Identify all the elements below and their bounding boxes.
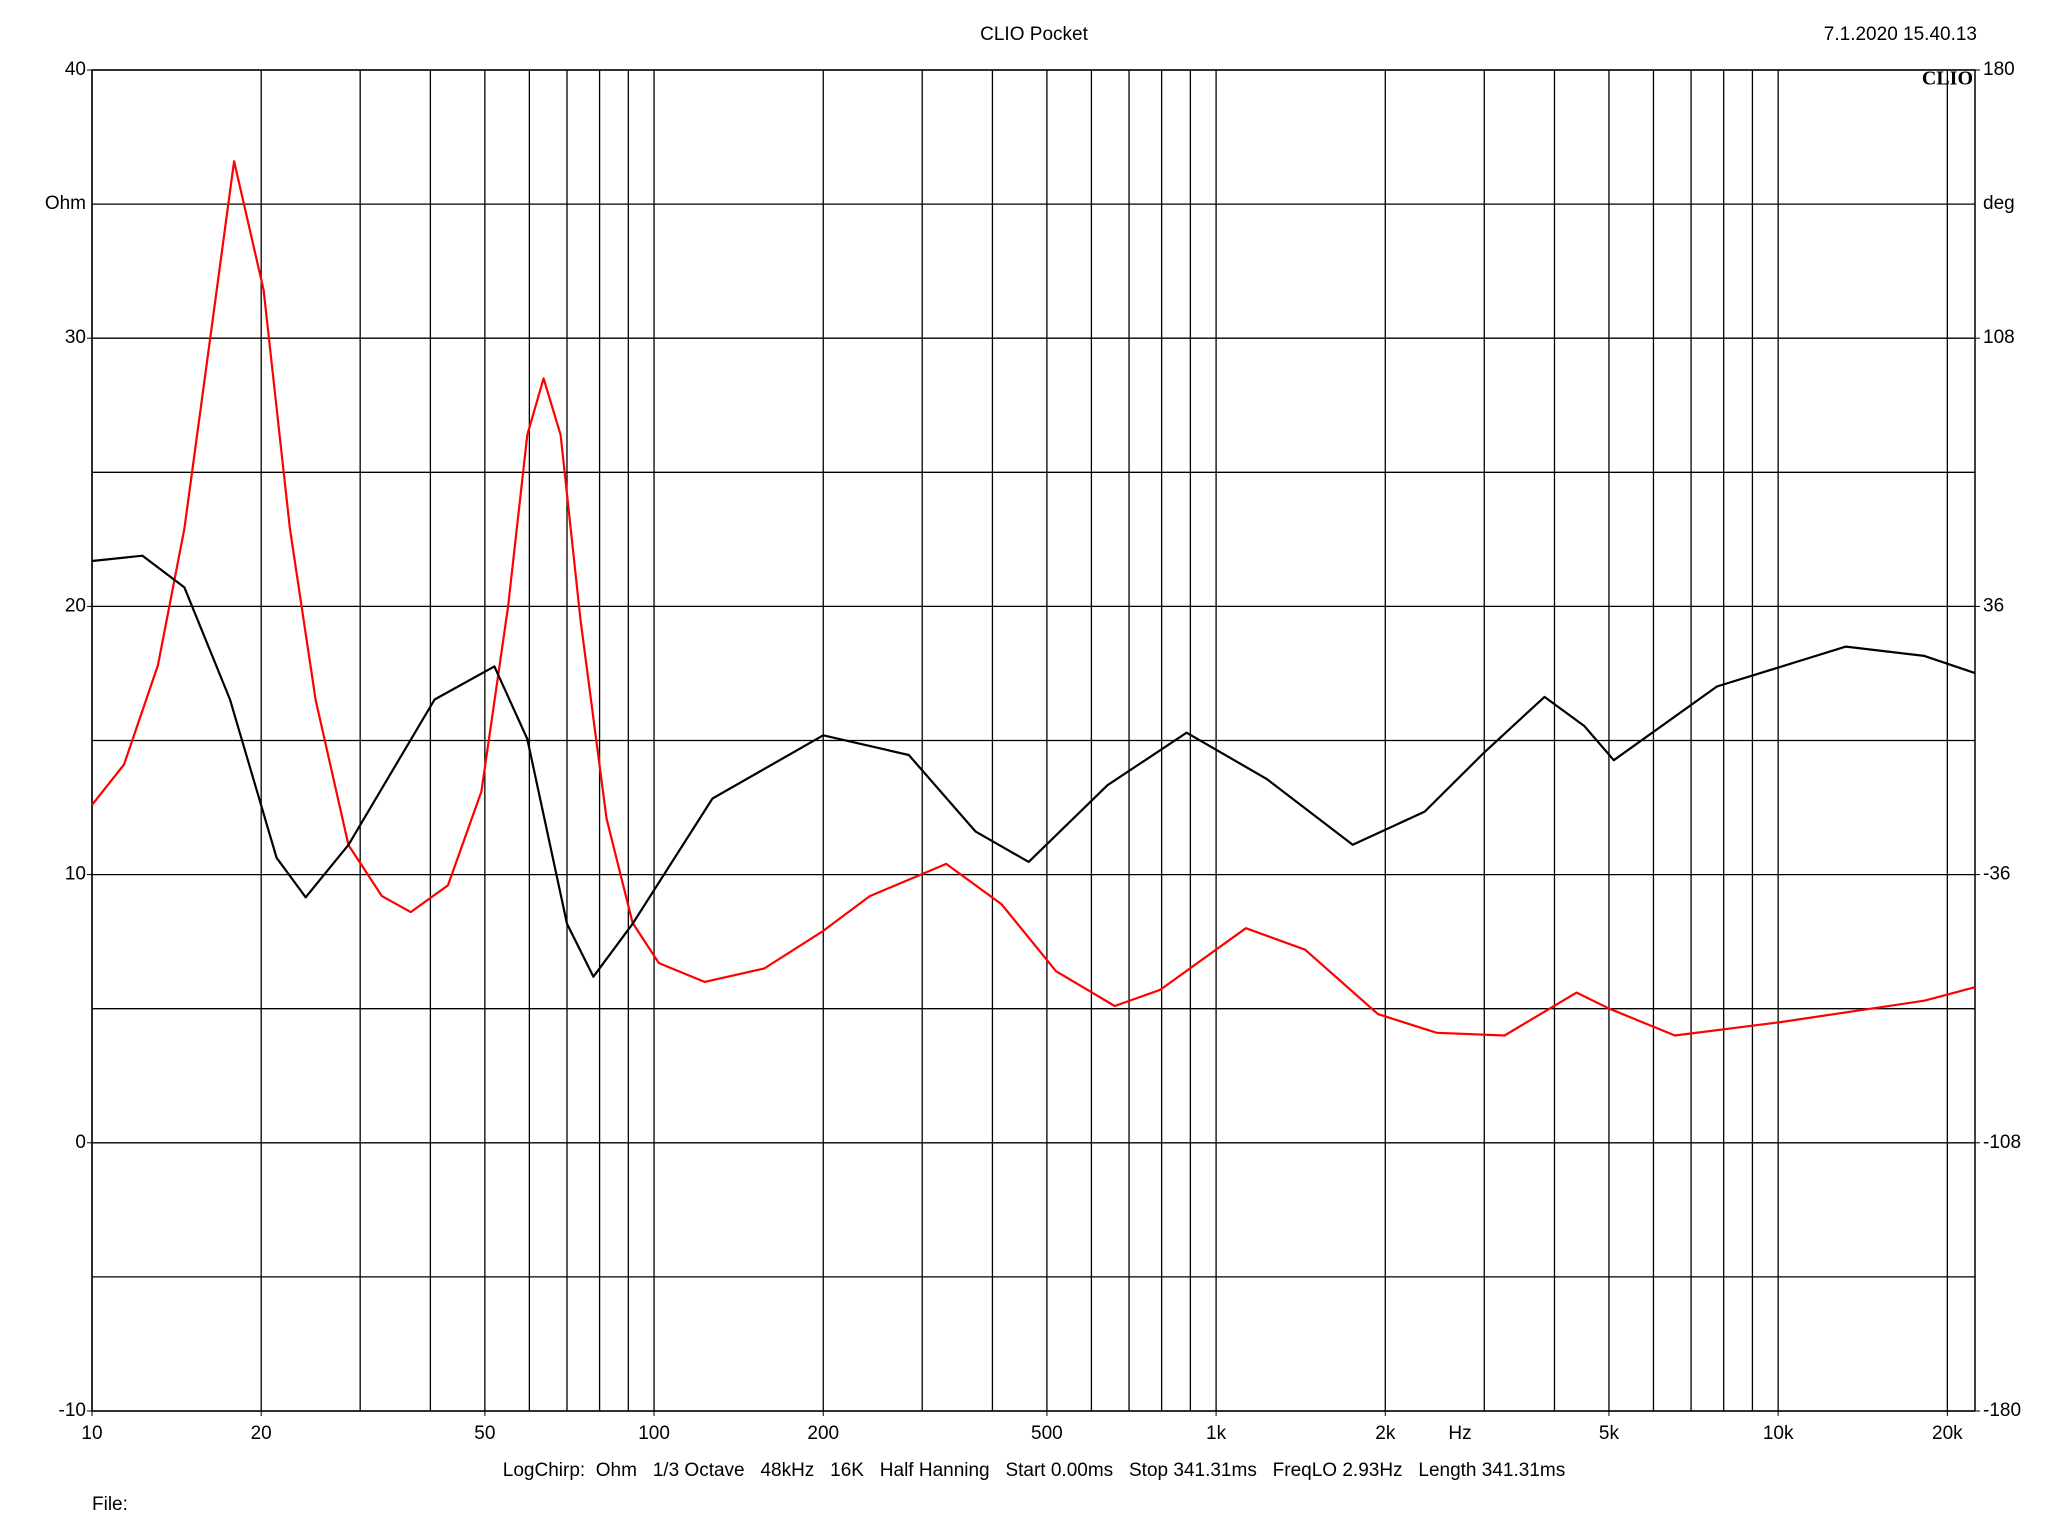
x-tick-label: 200 <box>807 1423 839 1444</box>
x-tick-label: 1k <box>1206 1423 1227 1444</box>
chart-title: CLIO Pocket <box>980 24 1088 45</box>
x-tick-label: 20 <box>251 1423 272 1444</box>
y2-unit: deg <box>1983 193 2015 214</box>
y2-tick-label: -108 <box>1983 1132 2021 1153</box>
y2-tick-label: 36 <box>1983 595 2004 616</box>
x-tick-label: 10 <box>81 1423 102 1444</box>
y-tick-label: -10 <box>59 1400 86 1421</box>
y2-tick-label: 180 <box>1983 59 2015 80</box>
y2-tick-label: -180 <box>1983 1400 2021 1421</box>
series-line <box>91 160 1976 1037</box>
plot-frame <box>91 69 1976 1412</box>
x-tick-label: 2k <box>1375 1423 1396 1444</box>
y-tick-label: 20 <box>65 595 86 616</box>
x-tick-label: 5k <box>1599 1423 1620 1444</box>
x-tick-label: 50 <box>474 1423 495 1444</box>
x-tick-label: 500 <box>1031 1423 1063 1444</box>
y-tick-label: 40 <box>65 59 86 80</box>
series-line <box>91 554 1976 978</box>
timestamp: 7.1.2020 15.40.13 <box>1824 24 1977 45</box>
footer: LogChirp: Ohm 1/3 Octave 48kHz 16K Half … <box>503 1460 1565 1481</box>
y-tick-label: 0 <box>75 1132 86 1153</box>
file-label: File: <box>92 1494 128 1515</box>
x-tick-label: 100 <box>638 1423 670 1444</box>
x-tick-label: 10k <box>1763 1423 1794 1444</box>
x-unit: Hz <box>1448 1423 1471 1444</box>
y-tick-label: 10 <box>65 864 86 885</box>
y-unit: Ohm <box>45 193 86 214</box>
y2-tick-label: 108 <box>1983 327 2015 348</box>
y-tick-label: 30 <box>65 327 86 348</box>
x-tick-label: 20k <box>1932 1423 1963 1444</box>
y2-tick-label: -36 <box>1983 864 2010 885</box>
